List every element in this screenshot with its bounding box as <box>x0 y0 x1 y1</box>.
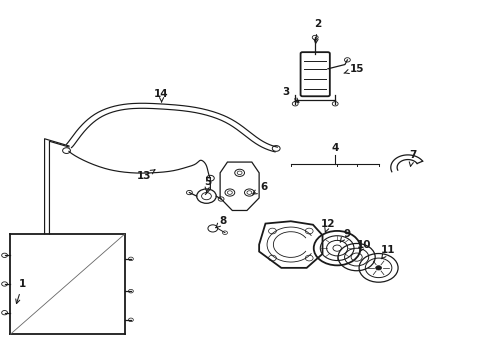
Circle shape <box>375 266 381 270</box>
Text: 10: 10 <box>356 239 370 252</box>
Text: 6: 6 <box>252 182 267 194</box>
Text: 2: 2 <box>313 19 321 44</box>
Text: 1: 1 <box>16 279 26 303</box>
Text: 14: 14 <box>154 89 168 102</box>
Text: 12: 12 <box>321 219 335 232</box>
Text: 8: 8 <box>216 216 226 228</box>
Text: 11: 11 <box>380 245 395 259</box>
Text: 3: 3 <box>282 87 298 102</box>
Text: 15: 15 <box>343 64 363 74</box>
Text: 7: 7 <box>408 150 416 166</box>
Text: 13: 13 <box>137 170 155 181</box>
Text: 9: 9 <box>340 229 350 242</box>
Text: 5: 5 <box>204 177 211 192</box>
Text: 4: 4 <box>330 143 338 153</box>
